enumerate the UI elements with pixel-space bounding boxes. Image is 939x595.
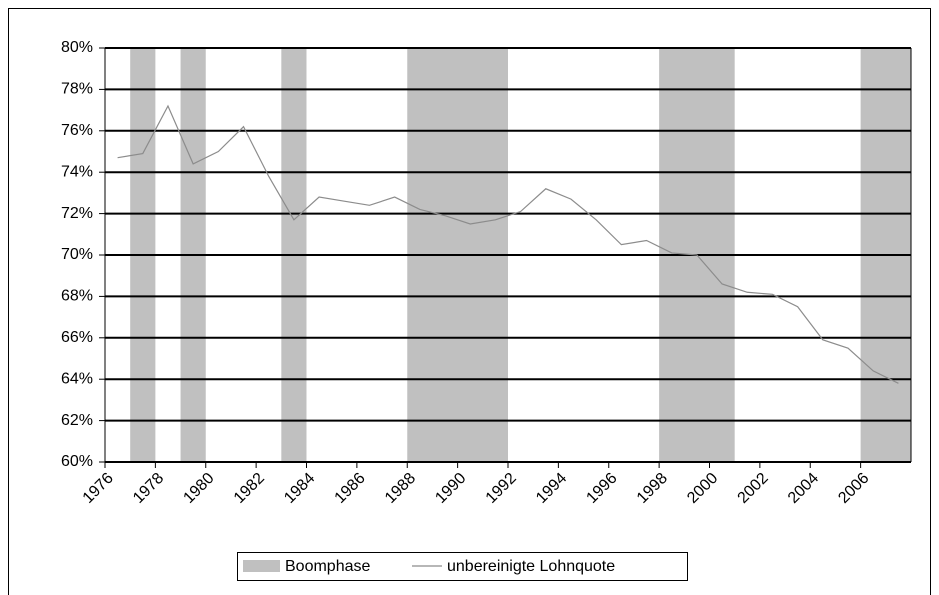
x-tick-label: 1988 bbox=[382, 470, 419, 507]
legend-swatch bbox=[243, 560, 280, 572]
x-tick-label: 1990 bbox=[432, 470, 469, 507]
x-tick-label: 2000 bbox=[684, 470, 721, 507]
y-tick-label: 70% bbox=[61, 246, 93, 263]
y-tick-label: 80% bbox=[61, 39, 93, 56]
y-tick-label: 78% bbox=[61, 81, 93, 98]
legend-box bbox=[237, 552, 688, 581]
y-tick-label: 68% bbox=[61, 288, 93, 305]
x-tick-label: 1986 bbox=[331, 470, 368, 507]
x-tick-label: 1984 bbox=[281, 470, 318, 507]
x-tick-label: 1976 bbox=[80, 470, 117, 507]
x-tick-label: 2002 bbox=[734, 470, 771, 507]
x-tick-label: 2006 bbox=[835, 470, 872, 507]
y-tick-label: 72% bbox=[61, 205, 93, 222]
y-tick-label: 66% bbox=[61, 329, 93, 346]
y-tick-label: 74% bbox=[61, 163, 93, 180]
y-tick-label: 62% bbox=[61, 412, 93, 429]
x-tick-label: 1996 bbox=[583, 470, 620, 507]
frame bbox=[8, 8, 931, 595]
series-line bbox=[117, 104, 899, 384]
x-tick-label: 1980 bbox=[180, 470, 217, 507]
x-tick-label: 2004 bbox=[785, 470, 822, 507]
x-tick-label: 1982 bbox=[231, 470, 268, 507]
y-tick-label: 76% bbox=[61, 122, 93, 139]
y-tick-label: 60% bbox=[61, 453, 93, 470]
legend-label: Boomphase bbox=[285, 558, 370, 575]
legend-label: unbereinigte Lohnquote bbox=[447, 558, 615, 575]
x-tick-label: 1998 bbox=[634, 470, 671, 507]
x-tick-label: 1994 bbox=[533, 470, 570, 507]
x-tick-label: 1992 bbox=[483, 470, 520, 507]
y-tick-label: 64% bbox=[61, 370, 93, 387]
x-tick-label: 1978 bbox=[130, 470, 167, 507]
